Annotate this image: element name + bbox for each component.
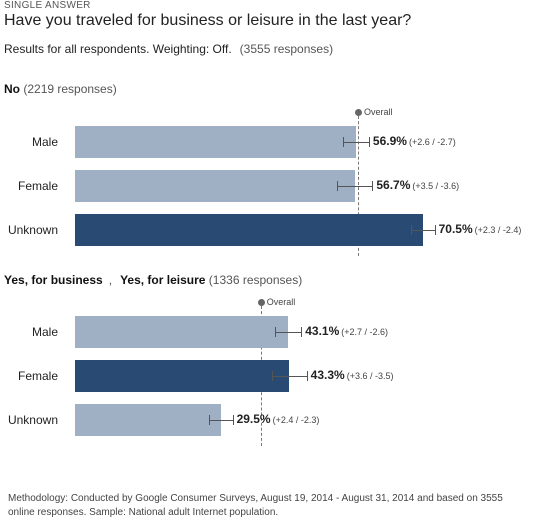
- results-summary: Results for all respondents. Weighting: …: [4, 42, 333, 56]
- value-percent: 29.5%: [236, 412, 271, 426]
- error-cap-low: [209, 415, 211, 425]
- confidence-interval: (+2.3 / -2.4): [474, 225, 522, 235]
- error-cap-high: [306, 371, 308, 381]
- error-cap-low: [275, 327, 277, 337]
- value-label: 70.5% (+2.3 / -2.4): [439, 222, 522, 236]
- error-cap-low: [271, 371, 273, 381]
- bar: [75, 316, 288, 348]
- confidence-interval: (+2.4 / -2.3): [272, 415, 320, 425]
- value-label: 56.7% (+3.5 / -3.6): [376, 178, 459, 192]
- value-label: 43.1% (+2.7 / -2.6): [305, 324, 388, 338]
- value-percent: 43.3%: [310, 368, 345, 382]
- error-bar: [337, 186, 373, 187]
- error-bar: [271, 376, 307, 377]
- overall-marker-0: [355, 109, 363, 116]
- error-bar: [411, 230, 435, 231]
- error-cap-high: [368, 137, 370, 147]
- section-yes-responses: (1336 responses): [208, 273, 303, 287]
- bar: [75, 214, 424, 246]
- value-label: 29.5% (+2.4 / -2.3): [237, 412, 320, 426]
- error-cap-low: [337, 181, 339, 191]
- methodology-footer: Methodology: Conducted by Google Consume…: [8, 493, 503, 518]
- results-responses: (3555 responses): [239, 42, 334, 56]
- error-cap-high: [301, 327, 303, 337]
- bar: [75, 126, 357, 158]
- section-title-no-label: No: [4, 82, 20, 96]
- category-label: Unknown: [7, 223, 58, 237]
- category-label: Male: [31, 135, 58, 149]
- bar: [75, 404, 221, 436]
- value-label: 43.3% (+3.6 / -3.5): [311, 368, 394, 382]
- category-label: Male: [31, 325, 58, 339]
- error-cap-high: [434, 225, 436, 235]
- question-title: Have you traveled for business or leisur…: [4, 12, 412, 29]
- section-title-yes: Yes, for business, Yes, for leisure (1336…: [4, 273, 303, 287]
- value-percent: 56.7%: [376, 178, 411, 192]
- confidence-interval: (+2.7 / -2.6): [341, 327, 389, 337]
- value-percent: 56.9%: [372, 134, 407, 148]
- overall-label-0: Overall: [364, 107, 393, 117]
- error-cap-low: [411, 225, 413, 235]
- error-cap-low: [342, 137, 344, 147]
- category-label: Unknown: [7, 413, 58, 427]
- bar: [75, 170, 356, 202]
- question-type: SINGLE ANSWER: [4, 0, 91, 11]
- section-no-responses: (2219 responses): [23, 82, 117, 96]
- results-label: Results for all respondents. Weighting: …: [4, 42, 232, 56]
- value-percent: 43.1%: [305, 324, 340, 338]
- confidence-interval: (+2.6 / -2.7): [408, 137, 456, 147]
- error-bar: [342, 142, 369, 143]
- value-label: 56.9% (+2.6 / -2.7): [373, 134, 456, 148]
- confidence-interval: (+3.6 / -3.5): [346, 371, 394, 381]
- bar: [75, 360, 289, 392]
- category-label: Female: [17, 179, 58, 193]
- section-title-no: No (2219 responses): [4, 82, 117, 96]
- overall-marker-1: [257, 299, 265, 306]
- error-bar: [209, 420, 233, 421]
- error-cap-high: [372, 181, 374, 191]
- overall-label-1: Overall: [266, 297, 296, 307]
- confidence-interval: (+3.5 / -3.6): [412, 181, 460, 191]
- category-label: Female: [17, 369, 58, 383]
- error-bar: [275, 332, 302, 333]
- value-percent: 70.5%: [438, 222, 473, 236]
- section-title-yes-business: Yes, for business: [4, 273, 103, 287]
- section-title-yes-leisure: Yes, for leisure: [120, 273, 206, 287]
- error-cap-high: [232, 415, 234, 425]
